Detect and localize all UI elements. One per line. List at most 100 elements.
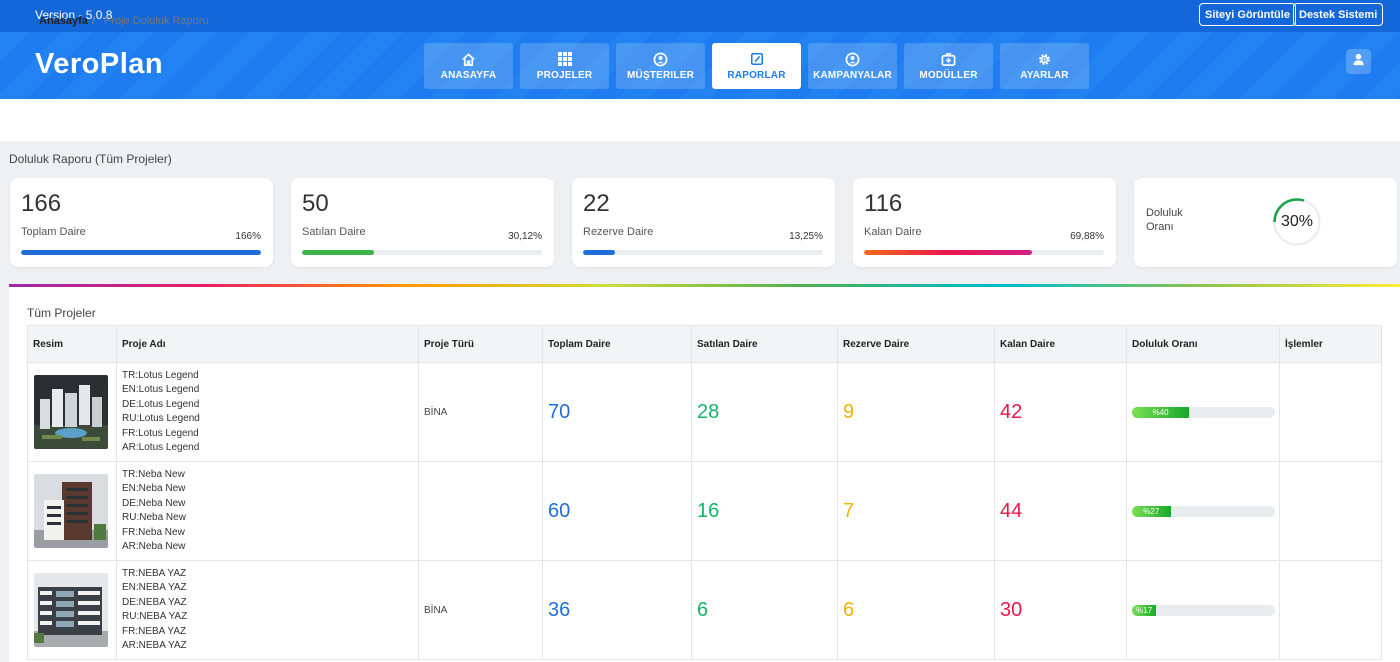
stat-progress-fill bbox=[864, 250, 1032, 255]
nav-item-musteriler[interactable]: MÜŞTERILER bbox=[616, 43, 705, 89]
logo[interactable]: VeroPlan bbox=[35, 48, 164, 80]
sold-units: 28 bbox=[691, 362, 838, 462]
sold-units: 16 bbox=[691, 461, 838, 561]
remaining-units: 44 bbox=[994, 461, 1127, 561]
stat-label: Rezerve Daire bbox=[583, 226, 654, 238]
stat-progress-track bbox=[864, 250, 1104, 255]
project-name-ar: AR:Lotus Legend bbox=[122, 442, 200, 453]
stat-value: 166 bbox=[21, 190, 62, 217]
stat-label: Toplam Daire bbox=[21, 226, 86, 238]
project-name-ru: RU:NEBA YAZ bbox=[122, 611, 188, 622]
project-name-de: DE:Neba New bbox=[122, 497, 186, 509]
stat-progress-track bbox=[583, 250, 823, 255]
occupancy-card: Doluluk Oranı 30% bbox=[1134, 178, 1397, 267]
project-image[interactable] bbox=[34, 573, 108, 647]
grid-icon bbox=[557, 51, 573, 67]
stat-progress-fill bbox=[21, 250, 261, 255]
nav-label: MÜŞTERILER bbox=[627, 70, 694, 81]
remaining-units: 30 bbox=[994, 560, 1127, 660]
column-header: Toplam Daire bbox=[542, 325, 692, 363]
rainbow-divider bbox=[9, 284, 1400, 287]
report-edit-icon bbox=[749, 51, 765, 67]
stat-value: 50 bbox=[302, 190, 329, 217]
view-site-button[interactable]: Siteyi Görüntüle bbox=[1199, 3, 1296, 26]
occupancy-cell: %27 bbox=[1126, 461, 1280, 561]
project-type: BİNA bbox=[418, 362, 543, 462]
table-row: TR:NEBA YAZ EN:NEBA YAZ DE:NEBA YAZ RU:N… bbox=[27, 560, 1382, 660]
breadcrumb-home-link[interactable]: Anasayfa bbox=[39, 15, 88, 27]
stat-card-reserved: 22 Rezerve Daire 13,25% bbox=[572, 178, 835, 267]
occupancy-progress: %27 bbox=[1132, 505, 1275, 517]
project-image[interactable] bbox=[34, 474, 108, 548]
project-name-fr: FR:NEBA YAZ bbox=[122, 625, 187, 637]
nav-item-kampanyalar[interactable]: KAMPANYALAR bbox=[808, 43, 897, 89]
column-header: Proje Adı bbox=[116, 325, 419, 363]
column-header: Kalan Daire bbox=[994, 325, 1127, 363]
total-units: 70 bbox=[542, 362, 692, 462]
column-header: Satılan Daire bbox=[691, 325, 838, 363]
project-type bbox=[418, 461, 543, 561]
stat-value: 116 bbox=[864, 190, 903, 217]
nav-item-ayarlar[interactable]: AYARLAR bbox=[1000, 43, 1089, 89]
user-circle-icon bbox=[653, 51, 669, 67]
stat-card-remaining: 116 Kalan Daire 69,88% bbox=[853, 178, 1116, 267]
occupancy-ring-arc bbox=[1273, 198, 1321, 246]
stat-percent: 30,12% bbox=[508, 231, 542, 242]
actions-cell bbox=[1279, 362, 1382, 462]
user-circle-icon bbox=[845, 51, 861, 67]
stat-progress-track bbox=[21, 250, 261, 255]
project-name-ru: RU:Lotus Legend bbox=[122, 413, 200, 424]
project-name-ar: AR:Neba New bbox=[122, 541, 186, 552]
stat-label: Kalan Daire bbox=[864, 226, 922, 238]
occupancy-label: Doluluk Oranı bbox=[1146, 207, 1183, 233]
support-system-button[interactable]: Destek Sistemi bbox=[1293, 3, 1384, 26]
medical-box-icon bbox=[941, 51, 957, 67]
user-menu-button[interactable] bbox=[1346, 49, 1371, 74]
nav-item-projeler[interactable]: PROJELER bbox=[520, 43, 609, 89]
occupancy-progress-fill: %17 bbox=[1132, 604, 1157, 616]
table-row: TR:Lotus Legend EN:Lotus Legend DE:Lotus… bbox=[27, 362, 1382, 462]
project-name-en: EN:Neba New bbox=[122, 483, 186, 494]
reserved-units: 7 bbox=[837, 461, 995, 561]
breadcrumb-current: Proje Doluluk Raporu bbox=[104, 15, 209, 27]
total-units: 36 bbox=[542, 560, 692, 660]
nav-label: PROJELER bbox=[536, 70, 593, 81]
page-title: Doluluk Raporu (Tüm Projeler) bbox=[9, 152, 172, 166]
project-image[interactable] bbox=[34, 375, 108, 449]
nav-item-anasayfa[interactable]: ANASAYFA bbox=[424, 43, 513, 89]
project-name-fr: FR:Lotus Legend bbox=[122, 427, 199, 439]
version-text: Version - 5.0.8 bbox=[35, 8, 113, 22]
gear-icon bbox=[1037, 51, 1053, 67]
breadcrumb bbox=[0, 99, 1400, 141]
column-header: Doluluk Oranı bbox=[1126, 325, 1280, 363]
project-name-cell: TR:NEBA YAZ EN:NEBA YAZ DE:NEBA YAZ RU:N… bbox=[116, 560, 419, 660]
project-name-tr: TR:Neba New bbox=[122, 468, 185, 480]
reserved-units: 9 bbox=[837, 362, 995, 462]
reserved-units: 6 bbox=[837, 560, 995, 660]
project-type: BİNA bbox=[418, 560, 543, 660]
stat-progress-fill bbox=[583, 250, 615, 255]
user-icon bbox=[1352, 53, 1365, 71]
project-name-de: DE:NEBA YAZ bbox=[122, 596, 187, 608]
project-name-de: DE:Lotus Legend bbox=[122, 398, 200, 410]
project-name-tr: TR:Lotus Legend bbox=[122, 369, 199, 381]
project-name-en: EN:NEBA YAZ bbox=[122, 582, 187, 593]
stat-label: Satılan Daire bbox=[302, 226, 366, 238]
top-strip bbox=[0, 0, 1400, 32]
image-cell bbox=[27, 560, 117, 660]
stat-progress-fill bbox=[302, 250, 375, 255]
column-header: Proje Türü bbox=[418, 325, 543, 363]
nav-item-moduller[interactable]: MODÜLLER bbox=[904, 43, 993, 89]
project-name-ru: RU:Neba New bbox=[122, 512, 186, 523]
nav-label: ANASAYFA bbox=[440, 70, 497, 81]
project-name-cell: TR:Lotus Legend EN:Lotus Legend DE:Lotus… bbox=[116, 362, 419, 462]
occupancy-progress-fill: %27 bbox=[1132, 505, 1171, 517]
nav-item-raporlar[interactable]: RAPORLAR bbox=[712, 43, 801, 89]
total-units: 60 bbox=[542, 461, 692, 561]
occupancy-ring bbox=[1273, 198, 1321, 246]
actions-cell bbox=[1279, 560, 1382, 660]
actions-cell bbox=[1279, 461, 1382, 561]
stat-card-sold: 50 Satılan Daire 30,12% bbox=[291, 178, 554, 267]
stat-percent: 166% bbox=[235, 231, 261, 242]
stat-progress-track bbox=[302, 250, 542, 255]
